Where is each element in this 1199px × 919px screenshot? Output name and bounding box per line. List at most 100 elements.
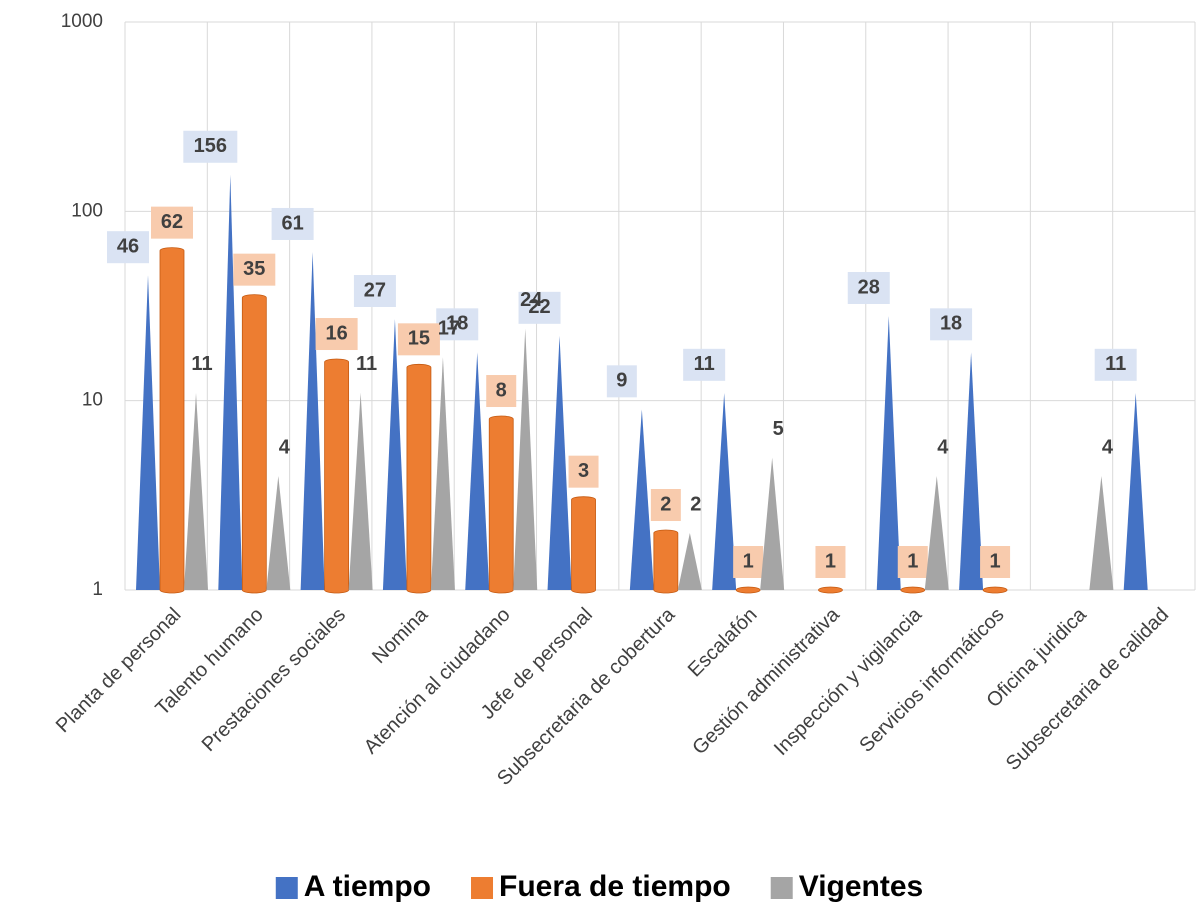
cylinder-bar xyxy=(159,247,185,594)
legend-label: Fuera de tiempo xyxy=(499,870,731,903)
data-label: 1 xyxy=(825,550,836,572)
data-label-box xyxy=(606,365,637,398)
cylinder-bar xyxy=(571,496,596,594)
data-label: 61 xyxy=(281,212,303,234)
data-label-box xyxy=(518,291,561,324)
data-label-box xyxy=(733,546,764,578)
cone-bar xyxy=(513,328,538,590)
cylinder-bar xyxy=(406,363,432,594)
x-tick-label: Subsecretaria de calidad xyxy=(1002,604,1173,775)
cylinder-bar xyxy=(488,415,514,594)
data-label-box xyxy=(107,231,149,264)
data-label: 11 xyxy=(191,353,212,375)
data-label: 11 xyxy=(1105,353,1126,375)
data-label: 35 xyxy=(243,258,265,280)
cone-bar xyxy=(959,352,984,590)
data-label-box xyxy=(980,546,1011,578)
data-label: 4 xyxy=(937,436,949,458)
data-label: 5 xyxy=(773,418,784,440)
data-label-box xyxy=(847,272,890,305)
cylinder-bar xyxy=(241,294,267,594)
data-label-box xyxy=(683,348,726,381)
data-label-box xyxy=(183,130,238,163)
cone-bar xyxy=(760,457,785,590)
data-label-box xyxy=(151,206,193,239)
data-label: 3 xyxy=(578,460,589,482)
y-tick-label: 1000 xyxy=(61,11,103,32)
cone-bar xyxy=(876,316,901,590)
data-label: 24 xyxy=(520,289,543,311)
data-label: 18 xyxy=(940,313,962,335)
data-label-box xyxy=(486,375,517,408)
cone-bar xyxy=(184,392,208,590)
cone-bar xyxy=(218,174,243,590)
y-tick-label: 100 xyxy=(71,200,103,221)
legend-swatch xyxy=(770,877,793,899)
data-label-box xyxy=(233,253,276,286)
data-label: 16 xyxy=(325,322,347,344)
data-label: 27 xyxy=(364,279,386,301)
data-label: 156 xyxy=(194,135,227,157)
cone-bar xyxy=(300,251,325,591)
x-tick-label: Subsecretaria de cobertura xyxy=(493,603,680,790)
data-label: 17 xyxy=(438,317,460,339)
data-label: 2 xyxy=(690,493,701,515)
cylinder-bar xyxy=(982,586,1008,594)
legend: A tiempo Fuera de tiempo Vigentes xyxy=(275,870,924,903)
data-label: 46 xyxy=(117,235,139,257)
x-tick-label: Atención al ciudadano xyxy=(360,604,515,759)
data-label: 8 xyxy=(496,379,507,401)
cone-bar xyxy=(677,533,702,590)
x-tick-label: Nomina xyxy=(368,603,433,668)
data-label-box xyxy=(397,323,440,356)
data-label: 11 xyxy=(356,353,377,375)
data-label: 1 xyxy=(990,550,1001,572)
cone-bar xyxy=(348,392,373,590)
data-label-box xyxy=(315,318,358,351)
data-label: 28 xyxy=(858,276,880,298)
x-tick-label: Prestaciones sociales xyxy=(198,604,350,756)
data-label-box xyxy=(930,308,973,341)
data-label-box xyxy=(1094,348,1137,381)
cone-bar xyxy=(382,318,407,590)
data-label: 4 xyxy=(279,436,291,458)
data-label: 1 xyxy=(743,550,754,572)
data-label-box xyxy=(650,489,681,522)
cone-bar xyxy=(629,409,654,590)
data-label: 62 xyxy=(161,211,183,233)
cone-bar xyxy=(266,476,291,590)
legend-swatch xyxy=(275,877,298,899)
legend-label: Vigentes xyxy=(799,870,924,903)
data-label: 11 xyxy=(694,353,715,375)
legend-label: A tiempo xyxy=(304,870,431,903)
data-label-box xyxy=(271,207,314,240)
data-label-box xyxy=(897,546,928,578)
data-label-box xyxy=(353,274,396,307)
data-label: 2 xyxy=(660,493,671,515)
cone-bar xyxy=(430,357,455,590)
cylinder-bar xyxy=(735,586,761,594)
x-tick-label: Inspección y vigilancia xyxy=(770,603,927,760)
data-label: 15 xyxy=(408,328,430,350)
y-tick-label: 10 xyxy=(82,390,103,411)
data-label-box xyxy=(815,546,846,578)
cone-bar xyxy=(547,335,572,590)
cone-bar xyxy=(465,352,490,590)
data-label: 4 xyxy=(1102,436,1114,458)
data-label-box xyxy=(568,455,599,488)
cylinder-bar xyxy=(818,586,843,594)
x-tick-label: Gestión administrativa xyxy=(688,603,844,759)
data-label: 9 xyxy=(616,370,627,392)
cone-bar xyxy=(136,275,160,590)
cone-bar xyxy=(1123,392,1148,590)
cone-bar xyxy=(1089,476,1114,590)
data-label: 22 xyxy=(528,296,550,318)
data-label: 1 xyxy=(907,550,918,572)
cylinder-bar xyxy=(653,529,679,594)
cylinder-bar xyxy=(324,358,350,594)
y-tick-label: 1 xyxy=(92,579,103,600)
legend-swatch xyxy=(471,877,494,899)
cone-bar xyxy=(924,476,949,590)
x-tick-label: Escalafón xyxy=(684,604,762,682)
